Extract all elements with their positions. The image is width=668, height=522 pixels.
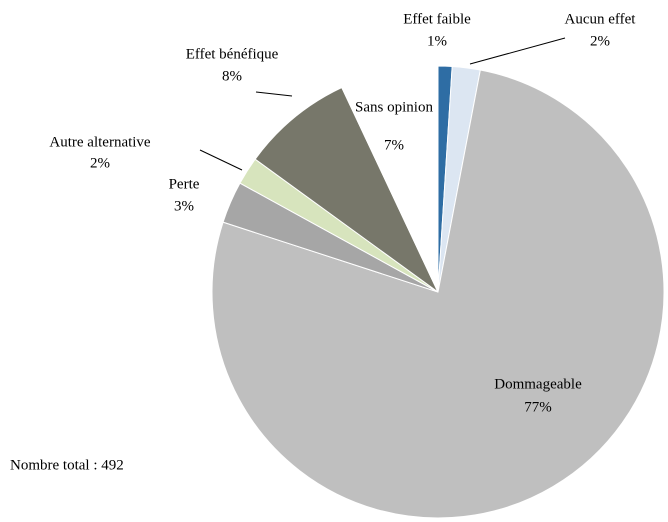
slice-value-label: 8% bbox=[222, 68, 242, 84]
leader-line bbox=[199, 149, 243, 171]
pie-slice bbox=[254, 86, 439, 293]
slice-label: Sans opinion bbox=[355, 99, 433, 115]
slice-label: Effet bénéfique bbox=[186, 46, 279, 62]
slice-label: Aucun effet bbox=[565, 11, 637, 27]
annotation: Nombre total : 492 bbox=[10, 457, 124, 473]
slice-label: Autre alternative bbox=[49, 134, 151, 150]
leader-line bbox=[255, 91, 293, 97]
leader-line bbox=[469, 37, 566, 65]
pie-slice bbox=[341, 65, 439, 293]
slice-label: Perte bbox=[169, 176, 200, 192]
slice-value-label: 2% bbox=[590, 33, 610, 49]
slice-value-label: 7% bbox=[384, 137, 404, 153]
pie-slice bbox=[211, 69, 665, 519]
slice-value-label: 2% bbox=[90, 155, 110, 171]
slice-value-label: 3% bbox=[174, 198, 194, 214]
slice-value-label: 1% bbox=[427, 33, 447, 49]
slice-value-label: 77% bbox=[524, 399, 552, 415]
slice-label: Dommageable bbox=[494, 376, 582, 392]
slice-label: Effet faible bbox=[403, 11, 471, 27]
